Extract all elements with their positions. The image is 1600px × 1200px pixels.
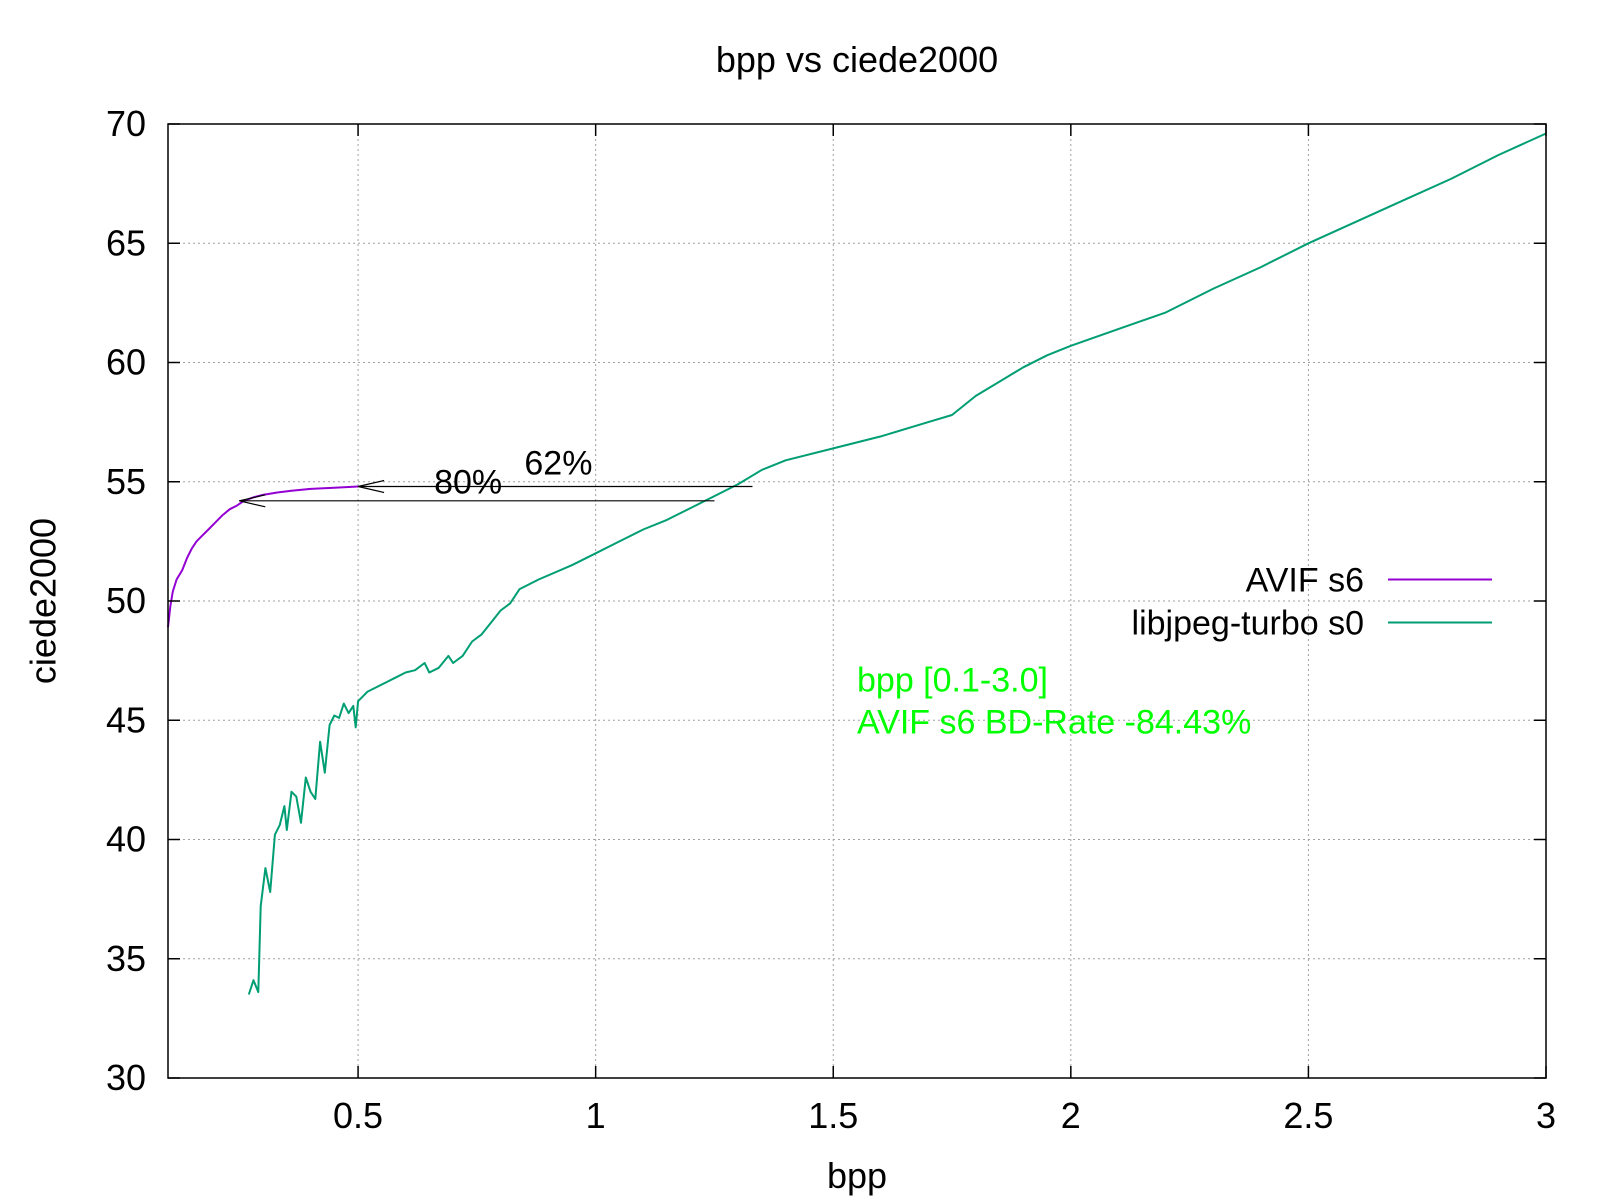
series-line-avif-s6 [167, 485, 359, 628]
y-tick-label: 70 [106, 103, 146, 144]
annotation-label: 62% [524, 445, 592, 483]
x-tick-label: 3 [1536, 1095, 1556, 1136]
plot-series [167, 132, 1547, 995]
grid [168, 124, 1546, 1078]
x-tick-label: 2 [1061, 1095, 1081, 1136]
axis-ticks [168, 123, 1547, 1079]
y-tick-label: 35 [106, 938, 146, 979]
x-tick-label: 1 [586, 1095, 606, 1136]
y-tick-label: 55 [106, 461, 146, 502]
y-axis-title: ciede2000 [23, 518, 64, 684]
x-tick-label: 0.5 [333, 1095, 383, 1136]
y-tick-label: 45 [106, 699, 146, 740]
stats-range-text: bpp [0.1-3.0] [857, 662, 1048, 700]
legend-label: libjpeg-turbo s0 [1132, 604, 1364, 642]
x-tick-label: 2.5 [1283, 1095, 1333, 1136]
x-tick-label: 1.5 [808, 1095, 858, 1136]
annotation-arrow-head [357, 479, 385, 494]
stats-bdrate-text: AVIF s6 BD-Rate -84.43% [857, 704, 1251, 742]
tick-labels: 0.5 1 1.5 2 2.5 3 30 35 40 45 50 55 60 65 70 [106, 103, 1556, 1136]
y-tick-label: 30 [106, 1057, 146, 1098]
annotations: 62% 80% [239, 445, 753, 508]
legend-label: AVIF s6 [1246, 562, 1364, 600]
legend: AVIF s6 libjpeg-turbo s0 [1132, 562, 1492, 642]
series-line-libjpeg-turbo-s0 [247, 132, 1547, 995]
y-tick-label: 40 [106, 819, 146, 860]
y-tick-label: 65 [106, 222, 146, 263]
y-tick-label: 50 [106, 580, 146, 621]
y-tick-label: 60 [106, 342, 146, 383]
chart-title: bpp vs ciede2000 [716, 39, 998, 80]
annotation-arrow-head [239, 494, 266, 508]
annotation-label: 80% [434, 464, 502, 502]
x-axis-title: bpp [827, 1155, 887, 1196]
